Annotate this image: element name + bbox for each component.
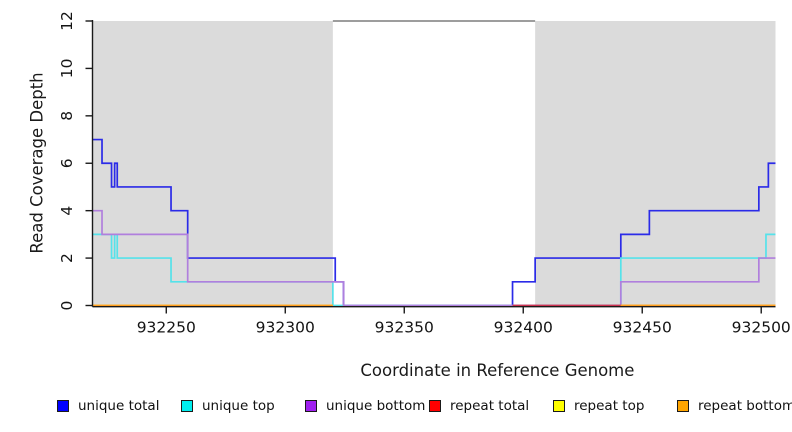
legend-item-repeat-bottom: repeat bottom bbox=[677, 398, 792, 414]
legend-item-unique-top: unique top bbox=[181, 398, 275, 414]
legend-swatch-icon bbox=[305, 400, 317, 412]
x-tick-label: 932250 bbox=[137, 319, 196, 337]
legend-label: unique total bbox=[78, 398, 160, 414]
x-tick-label: 932450 bbox=[613, 319, 672, 337]
x-tick-label: 932300 bbox=[256, 319, 315, 337]
legend-label: repeat total bbox=[450, 398, 530, 414]
y-tick-label: 4 bbox=[58, 206, 76, 216]
legend-swatch-icon bbox=[181, 400, 193, 412]
y-tick-label: 10 bbox=[58, 59, 76, 79]
y-tick-label: 0 bbox=[58, 301, 76, 311]
legend-item-unique-total: unique total bbox=[57, 398, 159, 414]
legend-item-repeat-top: repeat top bbox=[553, 398, 644, 414]
y-axis-title: Read Coverage Depth bbox=[27, 72, 47, 254]
series-line-unique-bottom bbox=[92, 209, 776, 307]
legend-label: unique bottom bbox=[326, 398, 426, 414]
legend-swatch-icon bbox=[677, 400, 689, 412]
shaded-region bbox=[92, 21, 333, 306]
coverage-plot: 932250 932300 932350 932400 932450 932500 0 2 4 6… bbox=[58, 11, 791, 337]
legend-swatch-icon bbox=[553, 400, 565, 412]
x-tick-label: 932500 bbox=[732, 319, 791, 337]
legend: unique total unique top unique bottom repea… bbox=[0, 398, 792, 418]
x-tick-label: 932350 bbox=[375, 319, 434, 337]
y-tick-label: 6 bbox=[58, 158, 76, 168]
legend-item-unique-bottom: unique bottom bbox=[305, 398, 425, 414]
legend-item-repeat-total: repeat total bbox=[429, 398, 529, 414]
x-tick-label: 932400 bbox=[494, 319, 553, 337]
series-line-unique-top bbox=[92, 233, 776, 307]
legend-swatch-icon bbox=[57, 400, 69, 412]
y-tick-label: 12 bbox=[58, 11, 76, 31]
legend-label: unique top bbox=[202, 398, 275, 414]
legend-swatch-icon bbox=[429, 400, 441, 412]
legend-label: repeat bottom bbox=[698, 398, 792, 414]
x-axis-title: Coordinate in Reference Genome bbox=[360, 361, 635, 380]
y-tick-label: 8 bbox=[58, 111, 76, 121]
y-tick-label: 2 bbox=[58, 253, 76, 263]
legend-label: repeat top bbox=[574, 398, 645, 414]
shaded-region bbox=[535, 21, 776, 306]
